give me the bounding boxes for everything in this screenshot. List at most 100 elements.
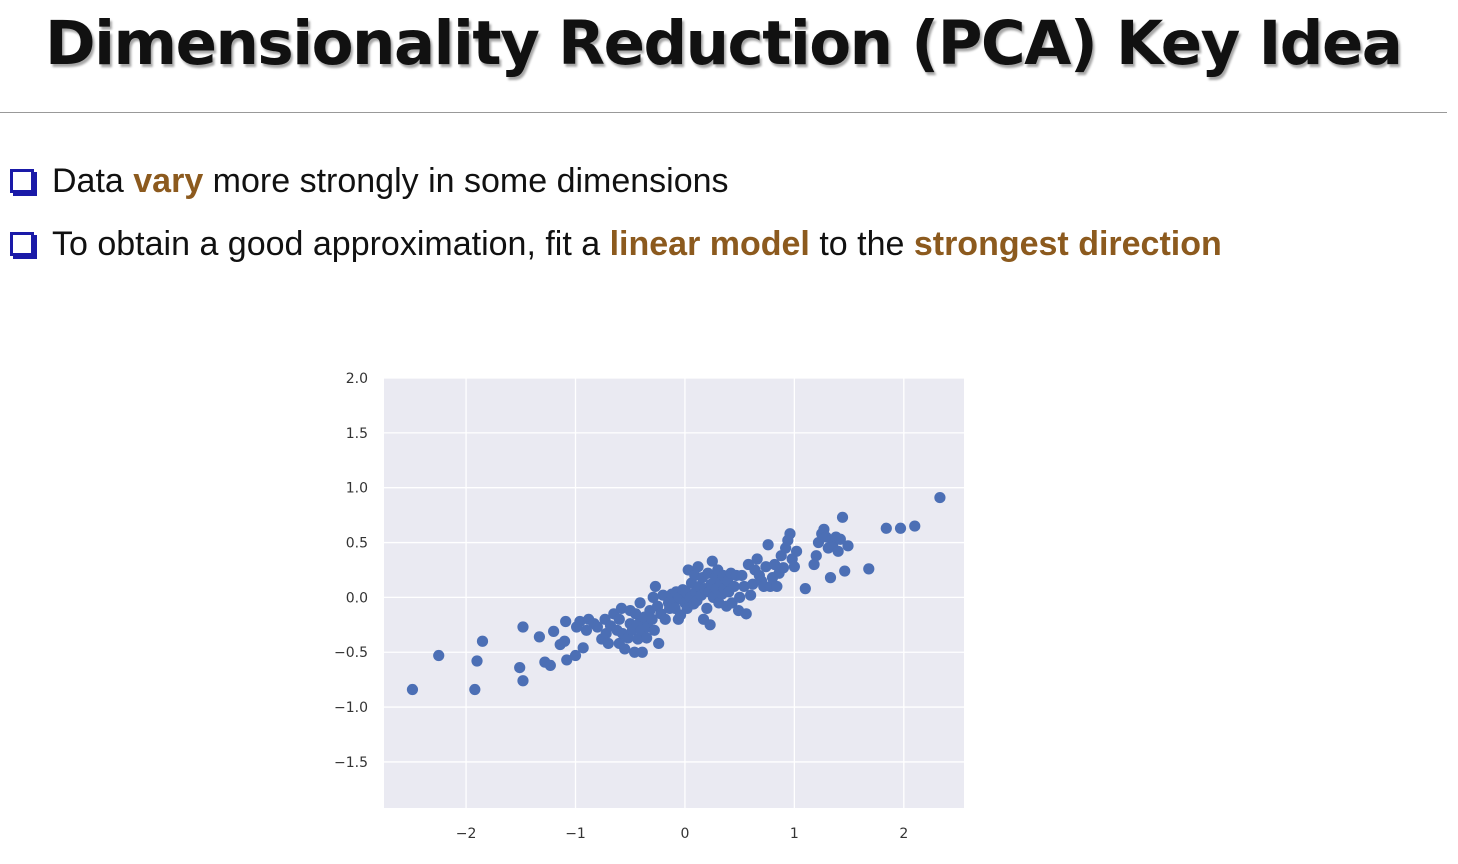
data-point [630, 608, 642, 620]
bullet-text-part: To obtain a good approximation, fit a [52, 224, 610, 263]
data-point [771, 580, 783, 593]
x-tick-label: 0 [680, 826, 689, 842]
data-point [834, 533, 846, 545]
data-point [580, 624, 593, 636]
data-point [832, 545, 844, 557]
data-points [406, 491, 946, 696]
data-point [706, 555, 718, 567]
y-tick-label: 1.0 [346, 481, 368, 497]
data-point [747, 578, 759, 590]
bullet-item-linear-model: To obtain a good approximation, fit a li… [10, 221, 1222, 267]
bullet-text-part: to the [809, 224, 914, 263]
data-point [469, 683, 481, 696]
highlight-vary: vary [133, 161, 204, 200]
data-point [659, 613, 671, 625]
bullet-item-vary: Data vary more strongly in some dimensio… [10, 158, 1222, 204]
data-point [728, 580, 740, 593]
data-point [799, 583, 811, 595]
checkbox-bullet-icon [10, 232, 34, 256]
data-point [751, 553, 763, 565]
data-point [762, 539, 774, 551]
data-point [558, 635, 571, 647]
y-tick-label: −0.5 [334, 645, 368, 661]
data-point [760, 561, 772, 573]
y-tick-label: 1.5 [346, 426, 368, 442]
data-point [636, 646, 648, 658]
data-point [632, 633, 644, 645]
bullet-text-part: more strongly in some dimensions [203, 161, 729, 200]
scatter-chart: −2 −1 0 1 2 2.0 1.5 1.0 0.5 0.0 −0.5 −1.0 −1.5 [320, 360, 990, 860]
data-point [777, 562, 790, 574]
data-point [738, 580, 750, 593]
data-point [517, 621, 529, 633]
x-tick-label: −1 [565, 826, 586, 842]
checkbox-bullet-icon [10, 169, 34, 193]
data-point [602, 637, 614, 650]
slide-title: Dimensionality Reduction (PCA) Key Idea [45, 8, 1403, 79]
data-point [629, 646, 641, 658]
data-point [560, 615, 572, 628]
data-point [863, 563, 875, 575]
title-divider [0, 112, 1447, 113]
data-point [824, 572, 837, 584]
y-tick-label: 0.5 [346, 536, 368, 552]
data-point [808, 558, 820, 571]
data-point [704, 619, 716, 631]
data-point [836, 511, 849, 523]
data-point [433, 649, 445, 662]
data-point [842, 540, 854, 552]
axis-tick-labels: −2 −1 0 1 2 2.0 1.5 1.0 0.5 0.0 −0.5 −1.0 −1.5 [334, 371, 908, 842]
data-point [514, 661, 526, 674]
data-point [788, 561, 800, 573]
data-point [894, 522, 907, 534]
data-point [736, 569, 748, 582]
data-point [820, 531, 832, 543]
scatter-chart-svg: −2 −1 0 1 2 2.0 1.5 1.0 0.5 0.0 −0.5 −1.0 −1.5 [334, 371, 964, 842]
data-point [745, 589, 757, 601]
data-point [476, 635, 489, 647]
x-tick-label: 2 [899, 826, 908, 842]
data-point [810, 550, 822, 562]
bullet-text: Data vary more strongly in some dimensio… [52, 162, 729, 201]
data-point [880, 522, 892, 534]
data-point [569, 649, 582, 662]
data-point [591, 621, 603, 633]
data-point [740, 608, 752, 620]
data-point [471, 655, 483, 667]
data-point [561, 654, 573, 666]
data-point [577, 642, 589, 654]
data-point [641, 632, 653, 644]
highlight-strongest-direction: strongest direction [913, 224, 1222, 263]
x-tick-label: −2 [456, 826, 477, 842]
y-tick-label: −1.5 [334, 755, 368, 771]
data-point [653, 637, 665, 650]
data-point [544, 659, 556, 671]
data-point [839, 565, 851, 577]
x-tick-label: 1 [790, 826, 799, 842]
data-point [548, 625, 560, 637]
highlight-linear-model: linear model [609, 224, 810, 263]
data-point [734, 591, 746, 603]
data-point [769, 558, 781, 571]
data-point [646, 613, 658, 625]
y-tick-label: −1.0 [334, 700, 368, 716]
data-point [784, 528, 796, 540]
data-point [692, 561, 704, 573]
bullet-text-part: Data [52, 161, 134, 200]
data-point [406, 683, 419, 696]
data-point [613, 613, 625, 625]
data-point [574, 615, 586, 628]
data-point [533, 631, 545, 643]
data-point [615, 602, 628, 614]
data-point [909, 520, 921, 532]
data-point [619, 643, 631, 655]
y-tick-label: 0.0 [346, 590, 368, 606]
bullet-list: Data vary more strongly in some dimensio… [10, 158, 1222, 284]
y-tick-label: 2.0 [346, 371, 368, 387]
data-point [517, 675, 529, 687]
data-point [634, 597, 646, 609]
data-point [649, 580, 661, 593]
data-point [648, 624, 660, 636]
data-point [790, 545, 803, 557]
bullet-text: To obtain a good approximation, fit a li… [52, 225, 1222, 264]
